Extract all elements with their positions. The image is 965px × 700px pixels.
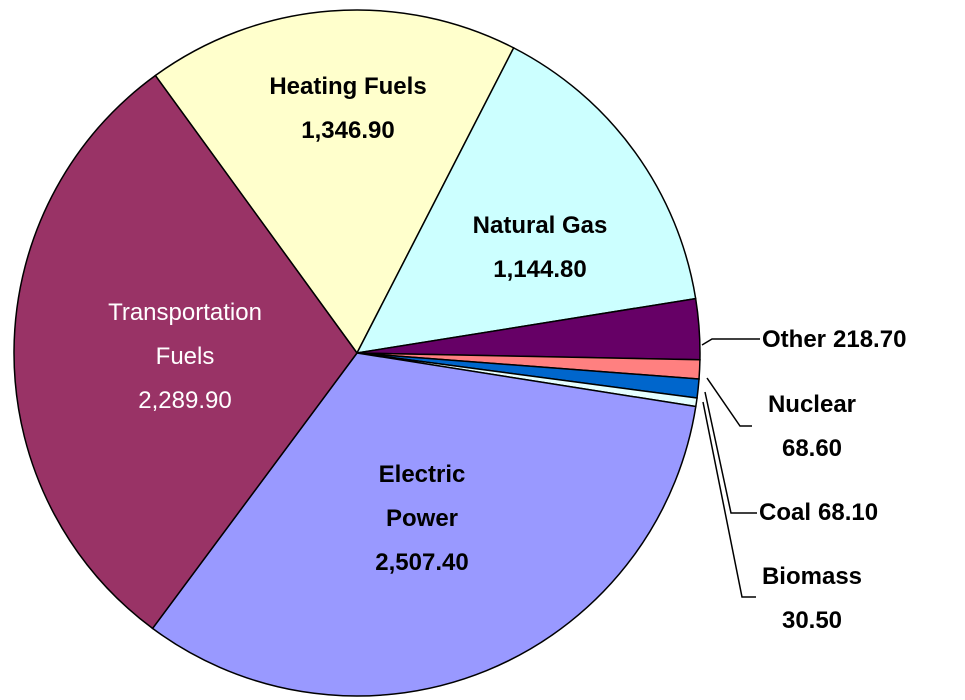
slice-value: 30.50 xyxy=(781,607,843,634)
leader-line xyxy=(704,391,757,514)
slice-value: 218.70 xyxy=(833,326,907,353)
slice-label: Heating Fuels 1,346.90 xyxy=(268,65,428,153)
slice-value: 2,289.90 xyxy=(138,387,232,414)
slice-name: Transportation Fuels xyxy=(108,299,262,370)
slice-value: 1,346.90 xyxy=(301,117,395,144)
slice-value: 2,507.40 xyxy=(375,549,469,576)
slice-value: 68.60 xyxy=(781,435,843,462)
slice-name: Coal xyxy=(759,499,812,526)
slice-value: 1,144.80 xyxy=(493,256,587,283)
leader-line xyxy=(706,377,752,427)
slice-label: Transportation Fuels 2,289.90 xyxy=(85,291,285,423)
slice-label: Electric Power 2,507.40 xyxy=(352,453,492,585)
slice-label: Biomass 30.50 xyxy=(752,555,872,643)
slice-name: Nuclear xyxy=(767,391,857,418)
slice-label: Other 218.70 xyxy=(762,318,906,362)
pie-slice xyxy=(154,9,515,355)
pie-slice xyxy=(151,352,697,697)
slice-name: Natural Gas xyxy=(472,212,608,239)
slice-label: Nuclear 68.60 xyxy=(752,383,872,471)
slice-value: 68.10 xyxy=(818,499,879,526)
slice-name: Other xyxy=(762,326,827,353)
leader-line xyxy=(701,338,760,346)
leader-line xyxy=(702,401,756,598)
slice-label: Natural Gas 1,144.80 xyxy=(410,204,670,292)
pie-slice xyxy=(13,74,358,630)
slice-name: Heating Fuels xyxy=(269,73,427,100)
slice-name: Biomass xyxy=(761,563,863,590)
slice-label: Coal 68.10 xyxy=(759,491,878,535)
pie-slice xyxy=(355,46,697,354)
slice-name: Electric Power xyxy=(378,461,466,532)
